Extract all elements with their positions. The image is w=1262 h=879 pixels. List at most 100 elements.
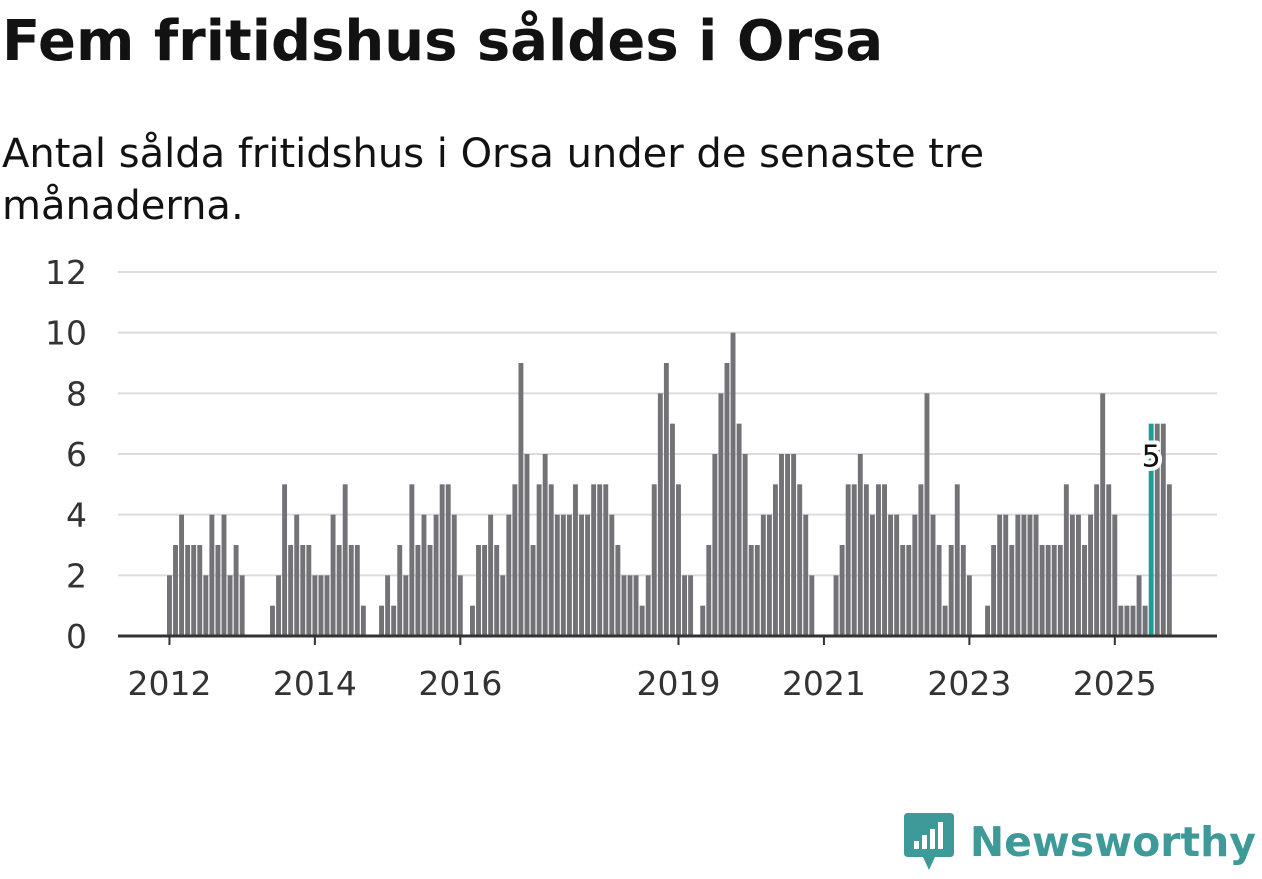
bar xyxy=(736,423,742,636)
bar xyxy=(209,514,215,636)
bar xyxy=(627,575,633,636)
bar xyxy=(615,545,621,636)
bar xyxy=(1003,514,1009,636)
bar xyxy=(991,545,997,636)
bar xyxy=(306,545,312,636)
bar xyxy=(1021,514,1027,636)
highlight-bar xyxy=(1148,423,1154,636)
bar xyxy=(1076,514,1081,636)
bar xyxy=(639,605,645,636)
bar xyxy=(1094,484,1100,636)
bar xyxy=(360,605,366,636)
bar xyxy=(833,575,839,636)
bar xyxy=(512,484,518,636)
y-tick-label: 12 xyxy=(45,253,87,292)
bar xyxy=(682,575,687,636)
brand-name: Newsworthy xyxy=(969,818,1256,866)
bar xyxy=(560,514,566,636)
bar xyxy=(1009,545,1015,636)
bar xyxy=(227,575,233,636)
bar xyxy=(518,363,524,636)
bar xyxy=(797,484,803,636)
bar xyxy=(960,545,966,636)
bar xyxy=(476,545,481,636)
bar xyxy=(391,605,397,636)
brand-logo: Newsworthy xyxy=(903,813,1256,871)
bar xyxy=(548,484,554,636)
bar xyxy=(718,393,724,636)
bar xyxy=(348,545,354,636)
bar xyxy=(669,423,675,636)
bar xyxy=(809,575,815,636)
bar xyxy=(203,575,209,636)
bar xyxy=(566,514,572,636)
bar xyxy=(482,545,488,636)
bar xyxy=(379,605,384,636)
bar xyxy=(409,484,415,636)
bar xyxy=(888,514,894,636)
bar xyxy=(336,545,342,636)
x-tick-label: 2021 xyxy=(782,664,866,703)
bar xyxy=(294,514,300,636)
bar xyxy=(791,454,797,636)
bar xyxy=(966,575,972,636)
bar xyxy=(918,484,924,636)
bar xyxy=(779,454,784,636)
data-labels: 5 xyxy=(1138,435,1165,478)
bar xyxy=(445,484,451,636)
bar xyxy=(542,454,548,636)
bar xyxy=(421,514,427,636)
y-axis-ticks: 0 2 4 6 8 10 12 xyxy=(45,253,87,656)
bar xyxy=(1118,605,1124,636)
y-tick-label: 2 xyxy=(66,556,87,595)
x-tick-label: 2023 xyxy=(927,664,1011,703)
bar xyxy=(597,484,603,636)
bar xyxy=(1045,545,1051,636)
bar xyxy=(1015,514,1021,636)
bar xyxy=(1130,605,1136,636)
bar xyxy=(1082,545,1087,636)
bar xyxy=(839,545,845,636)
bar xyxy=(221,514,227,636)
bar xyxy=(1033,514,1039,636)
bar xyxy=(924,393,930,636)
bar xyxy=(191,545,197,636)
y-tick-label: 8 xyxy=(66,374,87,413)
newsworthy-logo-icon xyxy=(903,813,954,870)
bar xyxy=(882,484,887,636)
chart-subtitle: Antal sålda fritidshus i Orsa under de s… xyxy=(2,131,985,229)
bar xyxy=(621,575,627,636)
x-tick-label: 2012 xyxy=(127,664,211,703)
bar xyxy=(894,514,900,636)
bar xyxy=(651,484,657,636)
bar xyxy=(385,575,391,636)
x-tick-label: 2019 xyxy=(636,664,720,703)
bar xyxy=(876,484,881,636)
y-tick-label: 6 xyxy=(66,435,87,474)
bar xyxy=(942,605,948,636)
bar xyxy=(167,575,172,636)
bar xyxy=(936,545,942,636)
y-tick-label: 0 xyxy=(66,617,87,656)
chart-title: Fem fritidshus såldes i Orsa xyxy=(2,9,884,74)
x-tick-label: 2014 xyxy=(273,664,357,703)
bar xyxy=(603,484,609,636)
bar xyxy=(300,545,306,636)
bar xyxy=(1069,514,1075,636)
bar xyxy=(579,514,584,636)
bar xyxy=(857,454,863,636)
bar xyxy=(554,514,560,636)
bar xyxy=(173,545,178,636)
bar xyxy=(233,545,239,636)
bar xyxy=(276,575,281,636)
bar xyxy=(1142,605,1148,636)
bar xyxy=(1136,575,1142,636)
bar xyxy=(524,454,530,636)
bar xyxy=(330,514,336,636)
bar xyxy=(1063,484,1069,636)
bar xyxy=(324,575,330,636)
x-tick-label: 2025 xyxy=(1073,664,1157,703)
bar xyxy=(427,545,433,636)
bar xyxy=(1100,393,1106,636)
bar xyxy=(609,514,615,636)
